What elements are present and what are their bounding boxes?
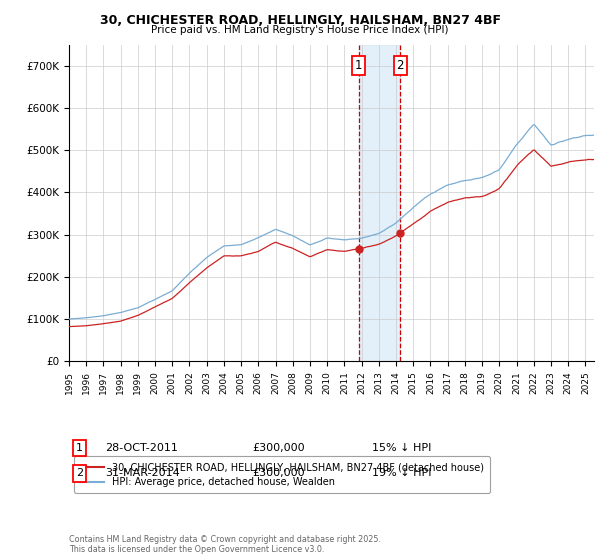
Text: 15% ↓ HPI: 15% ↓ HPI bbox=[372, 443, 431, 453]
Legend: 30, CHICHESTER ROAD, HELLINGLY, HAILSHAM, BN27 4BF (detached house), HPI: Averag: 30, CHICHESTER ROAD, HELLINGLY, HAILSHAM… bbox=[74, 456, 490, 493]
Text: 19% ↓ HPI: 19% ↓ HPI bbox=[372, 468, 431, 478]
Text: Contains HM Land Registry data © Crown copyright and database right 2025.
This d: Contains HM Land Registry data © Crown c… bbox=[69, 535, 381, 554]
Text: Price paid vs. HM Land Registry's House Price Index (HPI): Price paid vs. HM Land Registry's House … bbox=[151, 25, 449, 35]
Text: £300,000: £300,000 bbox=[252, 468, 305, 478]
Text: 31-MAR-2014: 31-MAR-2014 bbox=[105, 468, 180, 478]
Text: £300,000: £300,000 bbox=[252, 443, 305, 453]
Text: 1: 1 bbox=[76, 443, 83, 453]
Bar bbox=[359, 45, 400, 361]
Text: 30, CHICHESTER ROAD, HELLINGLY, HAILSHAM, BN27 4BF: 30, CHICHESTER ROAD, HELLINGLY, HAILSHAM… bbox=[100, 14, 500, 27]
Text: 2: 2 bbox=[76, 468, 83, 478]
Text: 28-OCT-2011: 28-OCT-2011 bbox=[105, 443, 178, 453]
Text: 1: 1 bbox=[355, 59, 362, 72]
Text: 2: 2 bbox=[397, 59, 404, 72]
